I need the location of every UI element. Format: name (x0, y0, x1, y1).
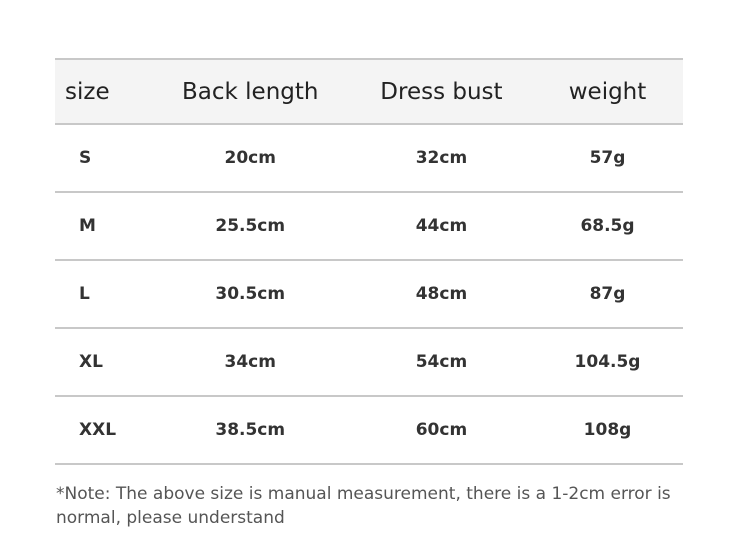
note-text: *Note: The above size is manual measurem… (56, 484, 671, 528)
cell-weight: 87g (532, 260, 683, 329)
cell-back-length: 30.5cm (149, 260, 351, 329)
cell-back-length: 38.5cm (149, 396, 351, 465)
table-row: XXL 38.5cm 60cm 108g (55, 396, 683, 465)
cell-back-length: 34cm (149, 328, 351, 397)
cell-size: L (55, 260, 150, 329)
cell-weight: 108g (532, 396, 683, 465)
table-row: S 20cm 32cm 57g (55, 124, 683, 193)
header-dress-bust: Dress bust (350, 58, 533, 125)
size-table: size Back length Dress bust weight S 20cm… (55, 58, 683, 465)
cell-back-length: 20cm (149, 124, 351, 193)
header-back-length: Back length (149, 58, 351, 125)
cell-dress-bust: 32cm (350, 124, 533, 193)
cell-back-length: 25.5cm (149, 192, 351, 261)
cell-size: S (55, 124, 150, 193)
table-row: M 25.5cm 44cm 68.5g (55, 192, 683, 261)
cell-dress-bust: 60cm (350, 396, 533, 465)
cell-dress-bust: 54cm (350, 328, 533, 397)
header-weight: weight (532, 58, 683, 125)
cell-dress-bust: 48cm (350, 260, 533, 329)
cell-size: XL (55, 328, 150, 397)
table-row: L 30.5cm 48cm 87g (55, 260, 683, 329)
table-row: XL 34cm 54cm 104.5g (55, 328, 683, 397)
cell-weight: 57g (532, 124, 683, 193)
cell-weight: 104.5g (532, 328, 683, 397)
cell-weight: 68.5g (532, 192, 683, 261)
header-size: size (55, 58, 150, 125)
table-header-row: size Back length Dress bust weight (55, 58, 683, 125)
cell-size: M (55, 192, 150, 261)
cell-size: XXL (55, 396, 150, 465)
cell-dress-bust: 44cm (350, 192, 533, 261)
